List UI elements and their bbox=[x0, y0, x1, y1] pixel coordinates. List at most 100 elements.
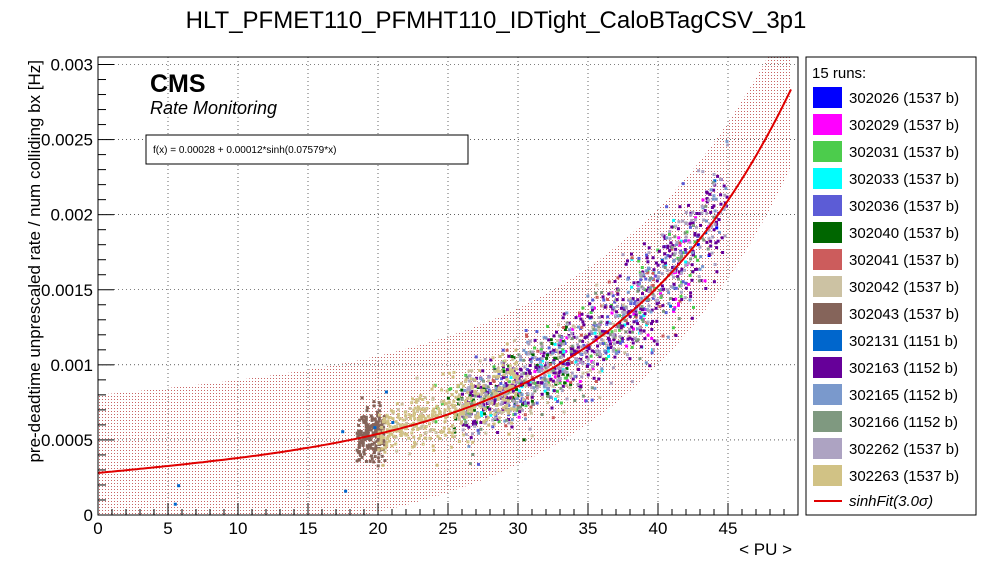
data-point bbox=[716, 239, 720, 243]
legend-label: 302263 (1537 b) bbox=[849, 468, 959, 485]
data-point bbox=[512, 373, 515, 377]
data-point bbox=[616, 276, 620, 280]
data-point bbox=[460, 388, 464, 392]
data-point bbox=[440, 402, 444, 406]
data-point bbox=[689, 294, 693, 298]
data-point bbox=[550, 342, 554, 345]
data-point bbox=[382, 415, 386, 419]
data-point bbox=[446, 396, 450, 400]
data-point bbox=[594, 328, 598, 332]
data-point bbox=[560, 355, 564, 359]
data-point bbox=[630, 256, 634, 260]
data-point bbox=[592, 328, 596, 332]
data-point bbox=[472, 408, 476, 412]
data-point bbox=[600, 291, 604, 294]
data-point bbox=[661, 284, 664, 288]
data-point bbox=[368, 425, 371, 429]
data-point bbox=[715, 270, 719, 274]
data-point bbox=[590, 332, 594, 335]
data-point bbox=[385, 440, 389, 444]
y-tick-label: 0.001 bbox=[50, 356, 93, 375]
data-point bbox=[634, 309, 638, 313]
data-point bbox=[557, 334, 561, 338]
legend-swatch bbox=[813, 411, 842, 432]
data-point bbox=[530, 434, 534, 438]
data-point bbox=[480, 404, 484, 408]
data-point bbox=[468, 462, 472, 466]
data-point bbox=[410, 445, 414, 449]
data-point bbox=[712, 188, 716, 192]
data-point bbox=[693, 233, 697, 237]
data-point bbox=[506, 397, 510, 401]
data-point bbox=[607, 346, 610, 350]
data-point bbox=[607, 355, 611, 358]
data-point bbox=[549, 338, 553, 342]
data-point bbox=[671, 271, 675, 275]
data-point bbox=[464, 380, 467, 383]
data-point bbox=[615, 351, 619, 355]
data-point bbox=[630, 325, 634, 329]
data-point bbox=[660, 294, 664, 298]
data-point bbox=[494, 392, 498, 396]
data-point bbox=[408, 407, 412, 410]
data-point bbox=[555, 330, 558, 334]
data-point bbox=[441, 372, 445, 376]
data-point bbox=[688, 225, 692, 229]
data-point bbox=[562, 312, 566, 316]
data-point bbox=[618, 328, 621, 332]
data-point bbox=[676, 275, 680, 279]
data-point bbox=[453, 404, 456, 408]
data-point bbox=[467, 445, 471, 448]
data-point bbox=[383, 459, 387, 462]
data-point bbox=[636, 338, 640, 342]
data-point bbox=[715, 220, 718, 224]
data-point bbox=[370, 434, 374, 438]
data-point bbox=[452, 399, 456, 403]
data-point bbox=[370, 457, 374, 461]
data-point bbox=[383, 443, 386, 447]
data-point bbox=[378, 404, 382, 408]
data-point bbox=[666, 288, 670, 292]
data-point bbox=[510, 421, 513, 425]
data-point bbox=[672, 308, 676, 311]
data-point bbox=[368, 459, 372, 463]
data-point bbox=[536, 368, 540, 372]
data-point bbox=[696, 258, 700, 262]
data-point bbox=[674, 247, 678, 251]
data-point bbox=[374, 444, 378, 448]
data-point bbox=[586, 357, 590, 361]
data-point bbox=[459, 382, 463, 386]
data-point bbox=[496, 366, 500, 370]
data-point bbox=[483, 407, 487, 411]
data-point bbox=[538, 357, 542, 361]
data-point bbox=[395, 449, 399, 453]
data-point bbox=[428, 422, 431, 426]
data-point bbox=[480, 392, 483, 396]
data-point bbox=[595, 295, 599, 299]
legend-label: 302262 (1537 b) bbox=[849, 441, 959, 458]
data-point bbox=[690, 263, 694, 267]
data-point bbox=[651, 292, 655, 296]
data-point bbox=[420, 425, 424, 429]
data-point bbox=[486, 395, 490, 399]
legend-item: 302036 (1537 b) bbox=[813, 195, 959, 216]
data-point bbox=[574, 316, 578, 320]
data-point bbox=[515, 408, 519, 412]
data-point bbox=[636, 298, 640, 302]
data-point bbox=[590, 386, 594, 390]
data-point bbox=[696, 243, 700, 247]
data-point bbox=[372, 451, 376, 455]
data-point bbox=[661, 260, 664, 264]
data-point bbox=[530, 392, 534, 396]
data-point bbox=[505, 418, 509, 422]
data-point bbox=[668, 230, 672, 233]
data-point bbox=[530, 386, 534, 390]
data-point bbox=[556, 400, 560, 403]
data-point bbox=[684, 235, 688, 239]
data-point bbox=[398, 433, 402, 437]
data-point bbox=[473, 378, 477, 382]
data-point bbox=[484, 394, 488, 398]
data-point bbox=[562, 410, 566, 414]
data-point bbox=[536, 381, 540, 384]
legend-label: 302131 (1151 b) bbox=[849, 333, 958, 350]
